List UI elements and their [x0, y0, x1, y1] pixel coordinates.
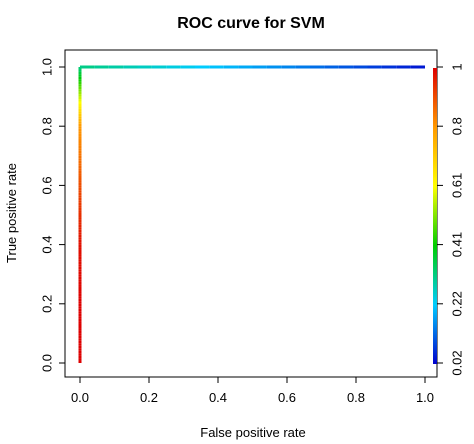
x-tick-label: 1.0: [416, 390, 434, 405]
colorkey-bar: [433, 68, 437, 364]
roc-curve: [78, 65, 425, 363]
colorkey-tick-label: 0.02: [449, 350, 464, 375]
x-tick-label: 0.4: [209, 390, 227, 405]
y-tick-label: 0.8: [39, 117, 54, 135]
y-tick-label: 0.6: [39, 176, 54, 194]
colorkey-tick-label: 0.22: [449, 291, 464, 316]
x-axis-label: False positive rate: [200, 425, 306, 440]
y-tick-label: 0.2: [39, 295, 54, 313]
y-tick-label: 0.0: [39, 354, 54, 372]
x-tick-label: 0.2: [140, 390, 158, 405]
x-tick-label: 0.6: [278, 390, 296, 405]
y-tick-label: 1.0: [39, 58, 54, 76]
colorkey-tick-label: 0.8: [449, 117, 464, 135]
y-tick-label: 0.4: [39, 236, 54, 254]
colorkey-tick-label: 0.61: [449, 173, 464, 198]
plot-frame: [64, 49, 438, 378]
x-tick-label: 0.8: [347, 390, 365, 405]
y-axis: 0.0 0.2 0.4 0.6 0.8 1.0: [39, 58, 65, 372]
x-tick-label: 0.0: [71, 390, 89, 405]
colorkey-tick-label: 1: [449, 63, 464, 70]
x-axis: 0.0 0.2 0.4 0.6 0.8 1.0: [71, 377, 434, 405]
chart-title: ROC curve for SVM: [177, 15, 325, 32]
colorkey-axis: 0.02 0.22 0.41 0.61 0.8 1: [433, 63, 464, 376]
y-axis-label: True positive rate: [4, 163, 19, 263]
colorkey-tick-label: 0.41: [449, 232, 464, 257]
